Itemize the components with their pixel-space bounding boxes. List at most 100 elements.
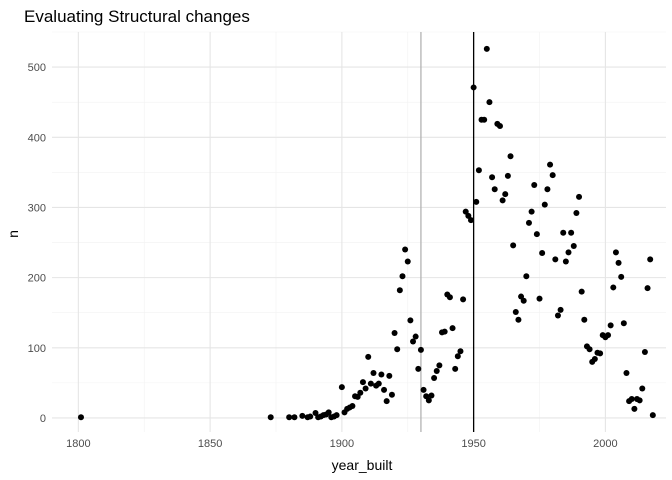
data-point (362, 385, 369, 392)
data-point (623, 370, 630, 377)
y-axis-title: n (5, 230, 21, 238)
data-point (562, 258, 569, 265)
data-point (502, 191, 509, 198)
data-point (605, 332, 612, 339)
data-point (291, 414, 298, 421)
data-point (417, 346, 424, 353)
data-point (591, 356, 598, 363)
data-point (486, 99, 493, 106)
data-point (557, 306, 564, 313)
data-point (436, 362, 443, 369)
data-point (375, 380, 382, 387)
data-point (357, 389, 364, 396)
data-point (541, 201, 548, 208)
data-point (425, 397, 432, 404)
data-point (286, 414, 293, 421)
data-point (649, 412, 656, 419)
data-point (539, 250, 546, 257)
data-point (446, 294, 453, 301)
data-point (412, 333, 419, 340)
data-point (628, 396, 635, 403)
data-point (576, 193, 583, 200)
x-tick-label: 1850 (198, 438, 222, 450)
data-point (267, 414, 274, 421)
data-point (307, 413, 314, 420)
data-point (349, 403, 356, 410)
data-point (433, 367, 440, 374)
data-point (489, 174, 496, 181)
data-point (383, 398, 390, 405)
data-point (515, 316, 522, 323)
reference-lines (420, 32, 475, 432)
data-points (77, 45, 656, 421)
data-point (441, 328, 448, 335)
data-point (325, 409, 332, 416)
data-point (407, 317, 414, 324)
data-point (512, 309, 519, 315)
data-point (536, 295, 543, 302)
data-point (641, 349, 648, 355)
data-point (299, 412, 306, 419)
data-point (639, 385, 646, 392)
data-point (452, 365, 459, 372)
data-point (420, 386, 427, 393)
data-point (391, 330, 398, 337)
data-point (431, 374, 438, 381)
data-point (544, 186, 551, 193)
chart-title: Evaluating Structural changes (24, 7, 250, 26)
data-point (578, 288, 585, 295)
data-point (554, 312, 561, 319)
data-point (644, 285, 651, 292)
x-axis-title: year_built (332, 457, 393, 473)
data-point (507, 153, 514, 160)
data-point (454, 353, 461, 360)
data-point (520, 297, 527, 304)
data-point (483, 45, 490, 52)
data-point (620, 320, 627, 327)
data-point (457, 348, 464, 355)
x-axis-ticks: 1800 1850 1900 1950 2000 (66, 438, 618, 450)
data-point (499, 197, 506, 204)
data-point (381, 386, 388, 393)
y-tick-label: 500 (28, 62, 46, 74)
data-point (615, 259, 622, 266)
data-point (504, 172, 511, 179)
data-point (531, 181, 538, 188)
data-point (597, 350, 604, 357)
y-tick-label: 400 (28, 132, 46, 144)
data-point (481, 116, 488, 123)
data-point (565, 249, 572, 256)
y-tick-label: 100 (28, 343, 46, 355)
data-point (581, 316, 588, 323)
data-point (359, 379, 366, 386)
data-point (404, 258, 411, 265)
data-point (636, 397, 643, 404)
data-point (612, 249, 619, 256)
data-point (647, 256, 654, 263)
x-tick-label: 1950 (461, 438, 485, 450)
data-point (467, 217, 474, 224)
data-point (396, 287, 403, 294)
data-point (568, 229, 575, 236)
y-axis-ticks: 0 100 200 300 400 500 (28, 62, 46, 425)
data-point (77, 414, 84, 421)
data-point (547, 161, 554, 168)
data-point (378, 371, 385, 378)
x-tick-label: 2000 (593, 438, 617, 450)
data-point (631, 405, 638, 412)
data-point (475, 167, 482, 174)
data-point (338, 384, 345, 391)
data-point (586, 346, 593, 353)
data-point (560, 229, 567, 236)
data-point (394, 346, 401, 353)
data-point (552, 256, 559, 263)
data-point (573, 210, 580, 217)
data-point (428, 392, 435, 399)
data-point (618, 273, 625, 280)
y-tick-label: 300 (28, 202, 46, 214)
data-point (549, 172, 556, 179)
data-point (367, 380, 374, 387)
data-point (365, 353, 372, 360)
data-point (570, 243, 577, 250)
